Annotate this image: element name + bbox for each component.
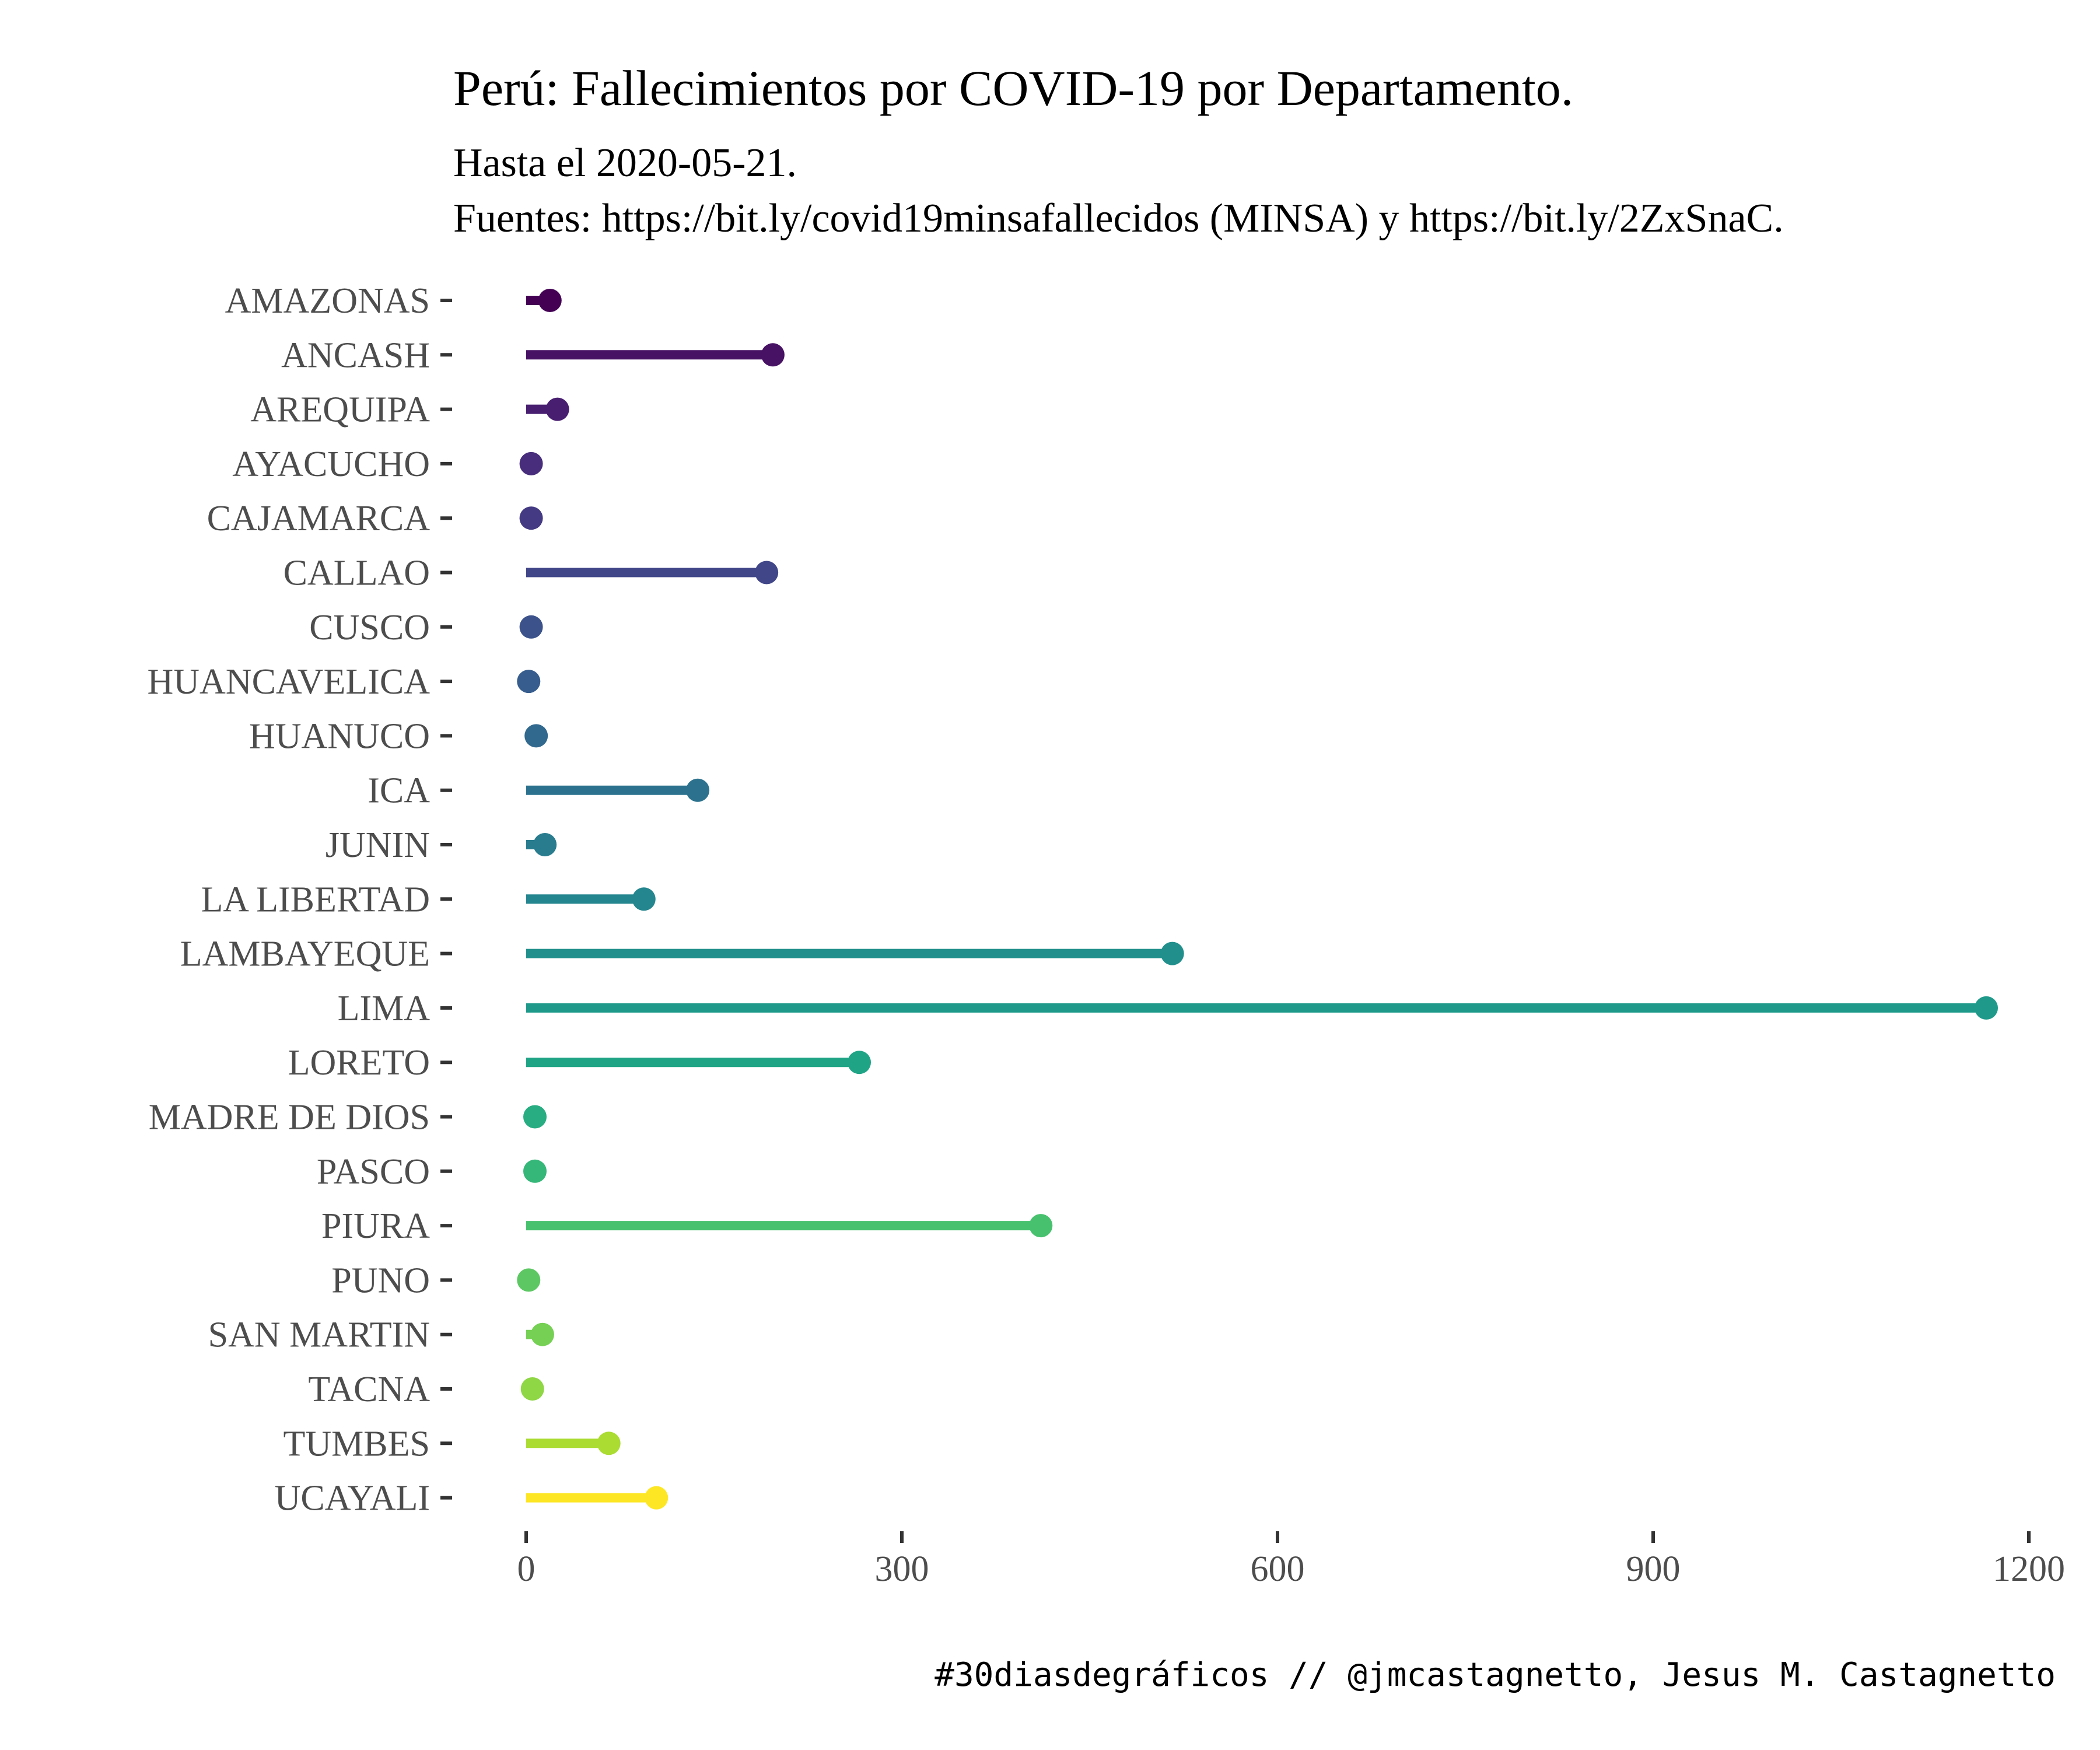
lollipop-point bbox=[519, 506, 543, 530]
lollipop-point bbox=[1160, 942, 1184, 965]
lollipop-point bbox=[848, 1051, 872, 1074]
lollipop-row: ANCASH bbox=[281, 335, 785, 375]
x-tick-label: 900 bbox=[1626, 1549, 1681, 1589]
lollipop-row: LORETO bbox=[288, 1043, 872, 1083]
y-tick-label: LIMA bbox=[338, 989, 430, 1028]
x-tick-label: 1200 bbox=[1993, 1549, 2065, 1589]
y-tick-label: CALLAO bbox=[284, 554, 430, 593]
y-tick-label: UCAYALI bbox=[275, 1479, 430, 1518]
lollipop-point bbox=[755, 561, 779, 584]
lollipop-row: LA LIBERTAD bbox=[201, 880, 656, 919]
y-tick-label: JUNIN bbox=[326, 825, 430, 865]
lollipop-point bbox=[517, 670, 541, 694]
lollipop-point bbox=[538, 289, 562, 312]
lollipop-row: PASCO bbox=[317, 1152, 547, 1192]
y-tick-label: HUANUCO bbox=[249, 716, 430, 756]
lollipop-point bbox=[524, 724, 548, 748]
lollipop-point bbox=[597, 1432, 621, 1455]
lollipop-point bbox=[1975, 996, 1999, 1020]
lollipop-row: UCAYALI bbox=[275, 1479, 668, 1518]
lollipop-row: CALLAO bbox=[284, 554, 779, 593]
lollipop-row: JUNIN bbox=[326, 825, 557, 865]
lollipop-point bbox=[761, 343, 785, 367]
lollipop-row: AMAZONAS bbox=[225, 281, 562, 321]
lollipop-row: HUANCAVELICA bbox=[147, 662, 541, 702]
y-tick-label: MADRE DE DIOS bbox=[149, 1098, 430, 1138]
y-tick-label: TACNA bbox=[308, 1370, 430, 1409]
lollipop-row: LIMA bbox=[338, 989, 1999, 1028]
lollipop-row: ICA bbox=[368, 771, 710, 811]
x-tick-label: 300 bbox=[875, 1549, 929, 1589]
chart-subtitle-line-2: Fuentes: https://bit.ly/covid19minsafall… bbox=[453, 196, 1784, 241]
y-tick-label: PIURA bbox=[321, 1206, 430, 1246]
lollipop-point bbox=[523, 1105, 547, 1129]
lollipop-row: AYACUCHO bbox=[232, 444, 543, 484]
y-tick-label: LORETO bbox=[288, 1043, 430, 1083]
lollipop-row: HUANUCO bbox=[249, 716, 548, 756]
lollipop-point bbox=[519, 615, 543, 639]
chart-title: Perú: Fallecimientos por COVID-19 por De… bbox=[453, 60, 1573, 116]
x-tick-label: 0 bbox=[517, 1549, 536, 1589]
lollipop-point bbox=[520, 1377, 544, 1401]
y-tick-label: AREQUIPA bbox=[250, 390, 430, 430]
lollipop-row: SAN MARTIN bbox=[208, 1315, 554, 1355]
y-tick-label: AYACUCHO bbox=[232, 444, 430, 484]
y-tick-label: SAN MARTIN bbox=[208, 1315, 430, 1355]
y-tick-label: CAJAMARCA bbox=[207, 499, 430, 538]
chart-caption: #30diasdegráficos // @jmcastagnetto, Jes… bbox=[935, 1656, 2056, 1694]
lollipop-point bbox=[533, 833, 557, 856]
lollipop-point bbox=[686, 778, 710, 802]
lollipop-point bbox=[530, 1322, 554, 1346]
lollipop-row: AREQUIPA bbox=[250, 390, 569, 430]
lollipop-point bbox=[645, 1486, 668, 1510]
lollipop-row: CAJAMARCA bbox=[207, 499, 543, 538]
lollipop-row: TUMBES bbox=[284, 1424, 621, 1464]
lollipop-point bbox=[1029, 1214, 1053, 1238]
lollipop-row: PIURA bbox=[321, 1206, 1053, 1246]
lollipop-point bbox=[523, 1159, 547, 1183]
lollipop-rows: AMAZONAS ANCASH AREQUIPA AYACUCHO CAJAMARCA C… bbox=[147, 281, 1999, 1518]
chart-subtitle-line-1: Hasta el 2020-05-21. bbox=[453, 141, 797, 186]
x-tick-label: 600 bbox=[1251, 1549, 1305, 1589]
lollipop-row: LAMBAYEQUE bbox=[180, 935, 1184, 974]
lollipop-point bbox=[517, 1268, 541, 1292]
y-tick-label: HUANCAVELICA bbox=[147, 662, 430, 702]
lollipop-row: MADRE DE DIOS bbox=[149, 1098, 547, 1138]
y-tick-label: AMAZONAS bbox=[225, 281, 430, 321]
y-tick-label: ICA bbox=[368, 771, 430, 811]
y-tick-label: CUSCO bbox=[309, 608, 430, 648]
y-tick-label: LA LIBERTAD bbox=[201, 880, 430, 919]
lollipop-point bbox=[545, 397, 569, 421]
lollipop-row: PUNO bbox=[331, 1261, 541, 1300]
y-tick-label: PUNO bbox=[331, 1261, 430, 1300]
y-tick-label: LAMBAYEQUE bbox=[180, 935, 430, 974]
lollipop-row: CUSCO bbox=[309, 608, 543, 648]
y-tick-label: TUMBES bbox=[284, 1424, 430, 1464]
y-tick-label: ANCASH bbox=[281, 335, 430, 375]
y-tick-label: PASCO bbox=[317, 1152, 430, 1192]
lollipop-row: TACNA bbox=[308, 1370, 544, 1409]
x-axis: 0 300 600 900 1200 bbox=[517, 1531, 2065, 1589]
lollipop-point bbox=[632, 887, 656, 911]
lollipop-point bbox=[519, 452, 543, 475]
